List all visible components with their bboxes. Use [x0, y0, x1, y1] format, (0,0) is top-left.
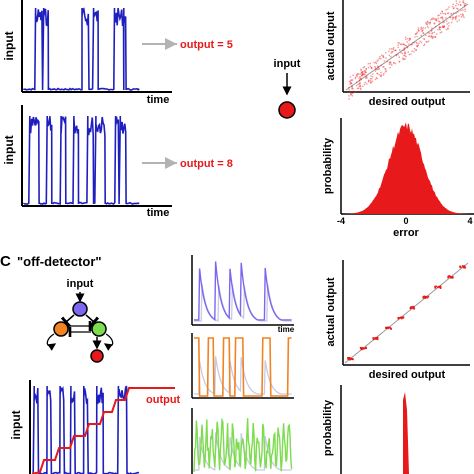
panel-c-histogram: probability [322, 385, 412, 474]
network-diagram: input [46, 278, 114, 363]
input-trace-top [23, 7, 140, 91]
panel-a-top-plot: input time output = 5 [2, 0, 233, 106]
scatter-xlabel-c: desired output [369, 369, 446, 381]
activity-plot-orange [191, 333, 294, 399]
activity-plot-green [191, 408, 293, 474]
output-value-top: output = 5 [180, 39, 233, 51]
input-trace-c [31, 385, 140, 474]
input-ylabel-c: input [9, 410, 23, 439]
panel-c-trace-plot: input output [9, 380, 181, 474]
orange-neuron [53, 321, 69, 337]
panel-a-error-histogram: probability -4 0 4 error [322, 118, 474, 239]
panel-a-bottom-plot: input time output = 8 [2, 105, 233, 219]
purple-neuron [72, 301, 88, 317]
output-value-bottom: output = 8 [180, 158, 233, 170]
output-neuron [278, 101, 296, 119]
activity-plot-purple: time [191, 255, 295, 334]
scatter-ylabel-c: actual output [325, 277, 337, 346]
hist-tick-0: 0 [403, 216, 408, 226]
panel-c-scatter: actual output desired output [325, 260, 470, 381]
hist-ylabel: probability [322, 137, 334, 194]
output-staircase [31, 387, 175, 474]
error-histogram-bars [345, 122, 468, 214]
hist-xlabel: error [393, 227, 419, 239]
panel-letter-c: C [0, 253, 11, 270]
panel-a-scatter: actual output desired output [325, 0, 470, 108]
purple-activity-trace [194, 261, 292, 322]
hist-tick-neg4: -4 [337, 216, 345, 226]
output-neuron-c [90, 349, 104, 363]
input-ylabel-top: input [2, 31, 16, 60]
single-neuron-diagram: input [274, 58, 301, 119]
green-activity-trace [193, 417, 293, 473]
network-input-label: input [67, 278, 94, 290]
neuron-input-label: input [274, 58, 301, 70]
identity-line [345, 3, 469, 91]
time-xlabel-small: time [278, 325, 295, 334]
panel-c-title: "off-detector" [17, 254, 102, 269]
error-histogram-c [400, 392, 412, 474]
input-trace-bottom [23, 115, 140, 206]
time-xlabel-bottom: time [147, 207, 170, 219]
output-label-c: output [146, 394, 181, 406]
identity-line-c [344, 262, 469, 364]
hist-tick-4: 4 [467, 216, 472, 226]
scatter-ylabel: actual output [325, 11, 337, 80]
scatter-xlabel: desired output [369, 96, 446, 108]
scatter-points [348, 0, 467, 100]
hist-ylabel-c: probability [322, 399, 334, 456]
scatter-points-c [347, 265, 467, 361]
green-neuron [91, 321, 107, 337]
time-xlabel-top: time [147, 94, 170, 106]
input-ylabel-bottom: input [2, 135, 16, 164]
orange-activity-trace [194, 337, 292, 397]
